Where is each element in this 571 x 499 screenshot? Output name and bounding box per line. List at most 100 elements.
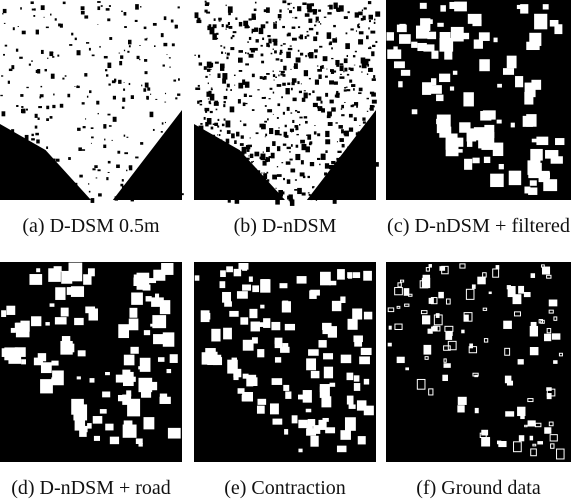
speckle (325, 163, 329, 168)
speckle (253, 161, 254, 162)
speckle (345, 43, 350, 49)
speckle (174, 125, 175, 127)
building (275, 340, 281, 344)
building (453, 71, 457, 75)
building (6, 306, 15, 315)
speckle (223, 192, 225, 195)
building (36, 268, 40, 272)
building (361, 348, 372, 355)
speckle (304, 90, 306, 91)
speckle (225, 120, 230, 127)
speckle (314, 125, 315, 126)
building (440, 5, 446, 11)
speckle (362, 117, 365, 120)
speckle (239, 152, 240, 154)
speckle (368, 1, 371, 4)
building (247, 377, 257, 386)
building (263, 318, 270, 328)
building (284, 429, 288, 435)
speckle (96, 177, 98, 178)
speckle (330, 171, 333, 176)
building (54, 266, 62, 271)
speckle (209, 140, 214, 147)
speckle (260, 157, 265, 159)
building (102, 391, 110, 397)
building (358, 436, 366, 444)
speckle (78, 147, 82, 151)
speckle (369, 165, 372, 167)
building (298, 395, 303, 400)
building (252, 285, 259, 292)
building (499, 164, 504, 169)
building (446, 140, 459, 156)
speckle (250, 154, 253, 158)
speckle (238, 178, 242, 184)
building (146, 296, 152, 301)
speckle (273, 114, 274, 115)
speckle (128, 40, 131, 45)
speckle (320, 23, 321, 25)
speckle (85, 118, 86, 119)
speckle (26, 109, 28, 111)
speckle (290, 159, 293, 161)
speckle (163, 43, 167, 46)
building-outline (530, 436, 532, 440)
building (320, 272, 331, 286)
speckle (245, 103, 247, 104)
building-outline (513, 295, 521, 304)
speckle (51, 74, 55, 79)
speckle (199, 170, 200, 171)
speckle (247, 193, 250, 196)
speckle (180, 193, 184, 195)
speckle (273, 74, 275, 77)
building (251, 322, 260, 332)
speckle (321, 154, 326, 160)
speckle (35, 114, 38, 118)
speckle (241, 164, 242, 165)
speckle (265, 105, 267, 107)
speckle (318, 74, 321, 79)
speckle (222, 24, 224, 27)
building-outline (542, 267, 549, 274)
speckle (197, 101, 199, 104)
speckle (282, 26, 285, 28)
speckle (119, 61, 122, 65)
building (497, 120, 502, 124)
speckle (200, 143, 205, 148)
speckle (347, 74, 349, 76)
speckle (321, 195, 322, 197)
building (61, 344, 74, 353)
speckle (199, 100, 202, 102)
building (536, 137, 548, 145)
speckle (261, 173, 262, 174)
speckle (123, 88, 125, 90)
speckle (89, 191, 91, 193)
building-outline (404, 289, 409, 296)
speckle (26, 87, 28, 88)
building (531, 80, 541, 90)
speckle (145, 71, 148, 74)
speckle (287, 147, 291, 149)
speckle (53, 94, 54, 96)
building (322, 418, 328, 422)
speckle (313, 186, 315, 187)
speckle (243, 103, 246, 107)
speckle (71, 33, 73, 36)
speckle (7, 156, 8, 158)
speckle (209, 101, 211, 104)
speckle (275, 199, 280, 204)
speckle (46, 27, 49, 29)
speckle (89, 90, 91, 93)
speckle (252, 109, 255, 111)
speckle (228, 190, 232, 194)
speckle (235, 198, 240, 204)
speckle (249, 54, 254, 58)
speckle (283, 112, 285, 115)
speckle (366, 35, 369, 39)
speckle (91, 143, 92, 144)
speckle (351, 84, 355, 87)
building (530, 149, 542, 161)
speckle (199, 172, 204, 176)
building (401, 70, 410, 76)
speckle (118, 80, 121, 84)
